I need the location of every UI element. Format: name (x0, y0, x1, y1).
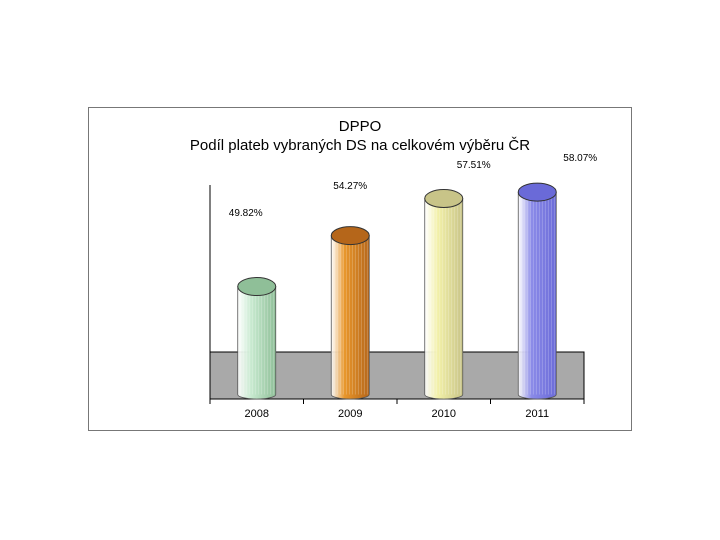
chart-bars (237, 182, 557, 400)
bar-cap (237, 277, 277, 297)
bar-body (330, 235, 370, 400)
x-tick-label-2008: 2008 (245, 408, 269, 420)
chart-labels: 49.82% 2008 54.27% 2009 57.51% 2010 58.07% 2011 (229, 153, 598, 420)
bar-2010 (424, 189, 464, 400)
x-tick-label-2010: 2010 (432, 408, 456, 420)
x-tick-label-2011: 2011 (525, 408, 549, 420)
bar-body (517, 191, 557, 400)
bar-2008 (237, 277, 277, 400)
data-label-2008: 49.82% (229, 208, 263, 219)
bar-cap (424, 189, 464, 209)
bar-body (237, 286, 277, 400)
data-label-2010: 57.51% (457, 160, 491, 171)
bar-cap (517, 182, 557, 202)
bar-body (424, 198, 464, 400)
x-tick-label-2009: 2009 (338, 408, 362, 420)
chart-title: DPPO (338, 118, 382, 135)
data-label-2011: 58.07% (563, 153, 597, 164)
bar-cap (330, 226, 370, 246)
chart-subtitle: Podíl plateb vybraných DS na celkovém vý… (189, 137, 531, 154)
bar-2009 (330, 226, 370, 400)
data-label-2009: 54.27% (333, 181, 367, 192)
bar-2011 (517, 182, 557, 400)
